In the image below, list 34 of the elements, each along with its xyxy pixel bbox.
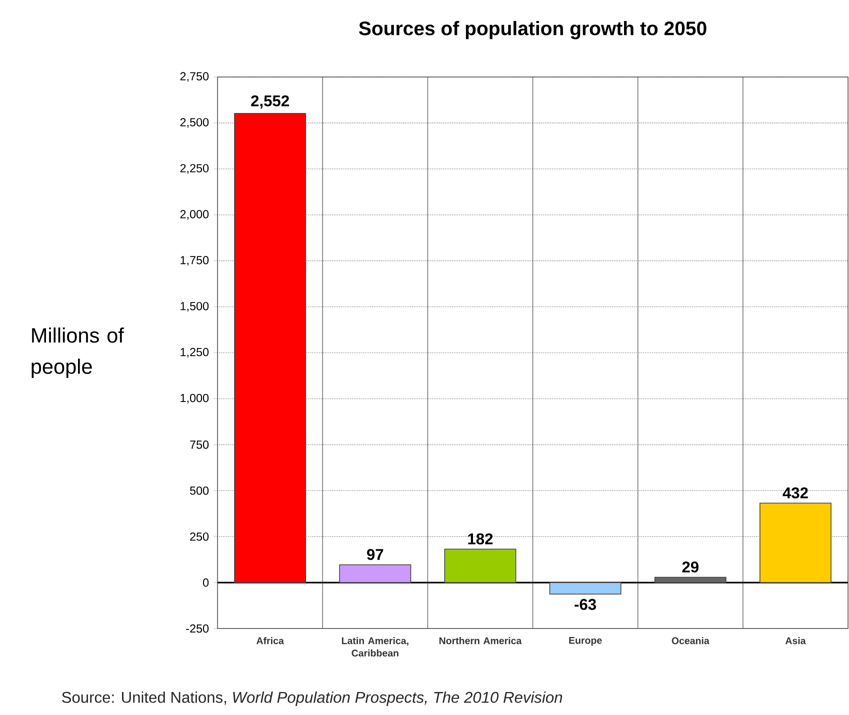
y-axis-title: Millions of people xyxy=(32,327,124,378)
x-tick-label: Europe xyxy=(569,636,602,646)
data-label: 97 xyxy=(367,548,384,560)
y-tick-label: 1,500 xyxy=(180,302,209,312)
chart-title: Sources of population growth to 2050 xyxy=(359,20,706,40)
x-tick-label: Africa xyxy=(256,636,284,644)
x-tick-label: Northern America xyxy=(439,636,522,644)
data-label: -63 xyxy=(574,598,596,610)
bar xyxy=(549,582,622,594)
y-tick-label: 2,250 xyxy=(180,164,209,174)
bar xyxy=(444,548,516,583)
bar xyxy=(339,564,412,583)
y-tick-label: 2,750 xyxy=(180,72,209,82)
y-tick-label: -250 xyxy=(186,624,209,633)
data-label: 432 xyxy=(782,487,808,498)
source-note: Source: United Nations, World Population Prospects, The 2010 Revision xyxy=(62,691,562,706)
bar xyxy=(760,502,832,583)
x-tick-label: Asia xyxy=(785,636,806,644)
data-label: 2,552 xyxy=(251,95,289,109)
y-tick-label: 1,250 xyxy=(180,348,209,358)
bar xyxy=(234,112,306,583)
y-tick-label: 1,750 xyxy=(180,256,209,266)
bar xyxy=(654,576,726,583)
data-label: 182 xyxy=(468,533,493,544)
x-tick-label: Latin America, Caribbean xyxy=(342,636,408,656)
y-tick-label: 2,500 xyxy=(180,118,209,128)
y-tick-label: 500 xyxy=(190,486,209,495)
x-tick-label: Oceania xyxy=(672,636,710,644)
y-tick-label: 0 xyxy=(202,578,209,587)
y-tick-label: 2,000 xyxy=(180,210,209,220)
y-tick-label: 750 xyxy=(190,440,209,449)
y-tick-label: 1,000 xyxy=(180,394,209,404)
y-tick-label: 250 xyxy=(190,532,209,541)
data-label: 29 xyxy=(682,561,698,572)
